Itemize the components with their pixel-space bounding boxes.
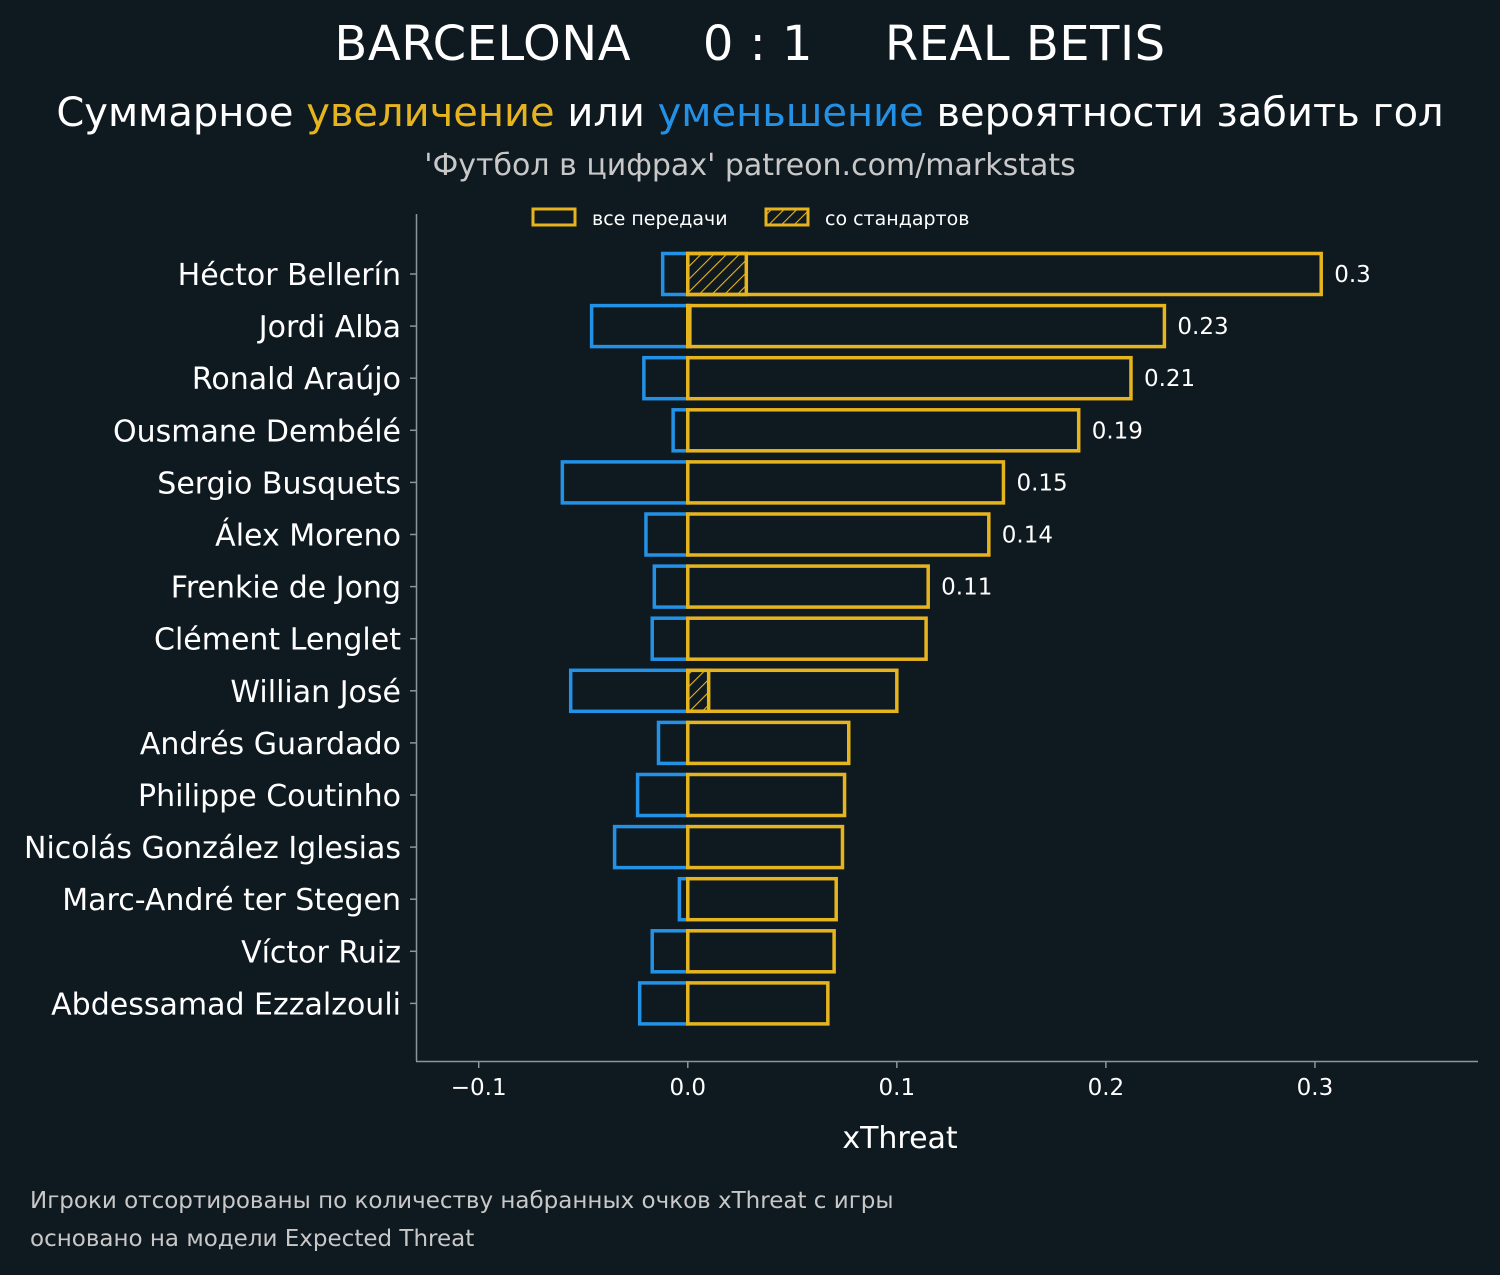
bar-decrease: [568, 668, 690, 714]
y-tick-label: Sergio Busquets: [157, 466, 401, 501]
bar-increase: [686, 355, 1133, 401]
footnote-sorting: Игроки отсортированы по количеству набра…: [30, 1188, 894, 1214]
y-tick-label: Marc-André ter Stegen: [62, 883, 401, 918]
y-tick-label: Willian José: [230, 675, 401, 710]
subtitle-increase: увеличение: [306, 90, 555, 136]
footnote-model: основано на модели Expected Threat: [30, 1226, 475, 1252]
x-tick-label: 0.0: [669, 1075, 706, 1101]
x-tick-label: 0.2: [1088, 1075, 1125, 1101]
bar-value-label: 0.14: [1002, 523, 1053, 549]
x-axis-label: xThreat: [842, 1121, 958, 1156]
bar-increase: [686, 824, 845, 870]
y-tick-label: Nicolás González Iglesias: [24, 831, 401, 866]
y-tick-label: Andrés Guardado: [140, 727, 401, 762]
legend: все передачи со стандартов: [531, 207, 969, 230]
y-tick-label: Jordi Alba: [257, 310, 401, 345]
bar-increase: [686, 564, 930, 609]
bar-decrease: [660, 251, 690, 297]
y-tick-label: Álex Moreno: [215, 518, 401, 554]
bar-decrease: [656, 720, 690, 766]
bar-increase: [686, 876, 838, 922]
bar-decrease: [650, 929, 690, 974]
y-axis-ticks: Héctor Bellerín Jordi Alba Ronald Araújo Ou…: [24, 258, 416, 1022]
bar-set-pieces: [686, 251, 749, 297]
x-tick-label: 0.1: [879, 1075, 916, 1101]
source-credit: 'Футбол в цифрах' patreon.com/markstats: [424, 148, 1076, 183]
y-tick-label: Clément Lenglet: [154, 623, 401, 658]
subtitle-part-1: Суммарное: [56, 90, 307, 136]
y-tick-label: Héctor Bellerín: [178, 258, 401, 293]
bar-increase: [686, 772, 847, 818]
bar-increase: [686, 303, 1167, 349]
bar-value-label: 0.15: [1016, 470, 1067, 496]
bar-increase: [686, 408, 1081, 453]
bar-set-pieces: [686, 303, 692, 349]
bar-increase: [686, 512, 991, 557]
y-tick-label: Ousmane Dembélé: [113, 414, 401, 449]
y-tick-label: Frenkie de Jong: [171, 571, 401, 606]
bar-decrease: [652, 564, 690, 609]
bar-increase: [686, 981, 830, 1026]
bar-increase: [686, 460, 1006, 505]
bar-increase: [686, 720, 851, 766]
bar-value-label: 0.3: [1334, 262, 1371, 288]
x-axis-ticks: −0.1 0.0 0.1 0.2 0.3: [451, 1061, 1333, 1101]
bar-value-label: 0.19: [1092, 418, 1143, 444]
bar-decrease: [589, 303, 690, 349]
y-tick-label: Philippe Coutinho: [138, 779, 401, 814]
match-score: 0 : 1: [702, 16, 814, 72]
bar-value-label: 0.23: [1177, 314, 1228, 340]
bar-value-label: 0.11: [941, 575, 992, 601]
legend-swatch-all-passes: [531, 207, 577, 227]
match-title: BARCELONA 0 : 1 REAL BETIS: [0, 16, 1500, 72]
home-team: BARCELONA: [334, 16, 632, 72]
bar-decrease: [644, 512, 690, 557]
bar-increase: [686, 251, 1323, 297]
x-tick-label: 0.3: [1297, 1075, 1334, 1101]
bar-increase: [686, 668, 899, 714]
bar-increase: [686, 929, 836, 974]
bar-set-pieces: [686, 668, 711, 714]
bar-decrease: [612, 824, 690, 870]
bar-decrease: [637, 981, 690, 1026]
y-tick-label: Víctor Ruiz: [241, 935, 401, 970]
bar-decrease: [642, 355, 690, 401]
subtitle-part-3: вероятности забить гол: [923, 90, 1444, 136]
x-tick-label: −0.1: [451, 1075, 507, 1101]
legend-swatch-set-pieces: [764, 207, 810, 227]
bar-decrease: [671, 408, 690, 453]
subtitle-decrease: уменьшение: [657, 90, 924, 136]
legend-label-all-passes: все передачи: [592, 208, 728, 230]
chart-subtitle: Суммарное увеличение или уменьшение веро…: [0, 90, 1500, 136]
bar-increase: [686, 616, 928, 661]
bar-decrease: [650, 616, 690, 661]
y-tick-label: Ronald Araújo: [192, 362, 401, 397]
legend-label-set-pieces: со стандартов: [825, 208, 969, 230]
away-team: REAL BETIS: [884, 16, 1166, 72]
bar-decrease: [635, 772, 690, 818]
y-tick-label: Abdessamad Ezzalzouli: [51, 987, 401, 1022]
bars-group: 0.3 0.23 0.210.19 0.15 0.14 0.11: [560, 251, 1371, 1026]
subtitle-part-2: или: [554, 90, 658, 136]
bar-decrease: [560, 460, 690, 505]
bar-value-label: 0.21: [1144, 366, 1195, 392]
